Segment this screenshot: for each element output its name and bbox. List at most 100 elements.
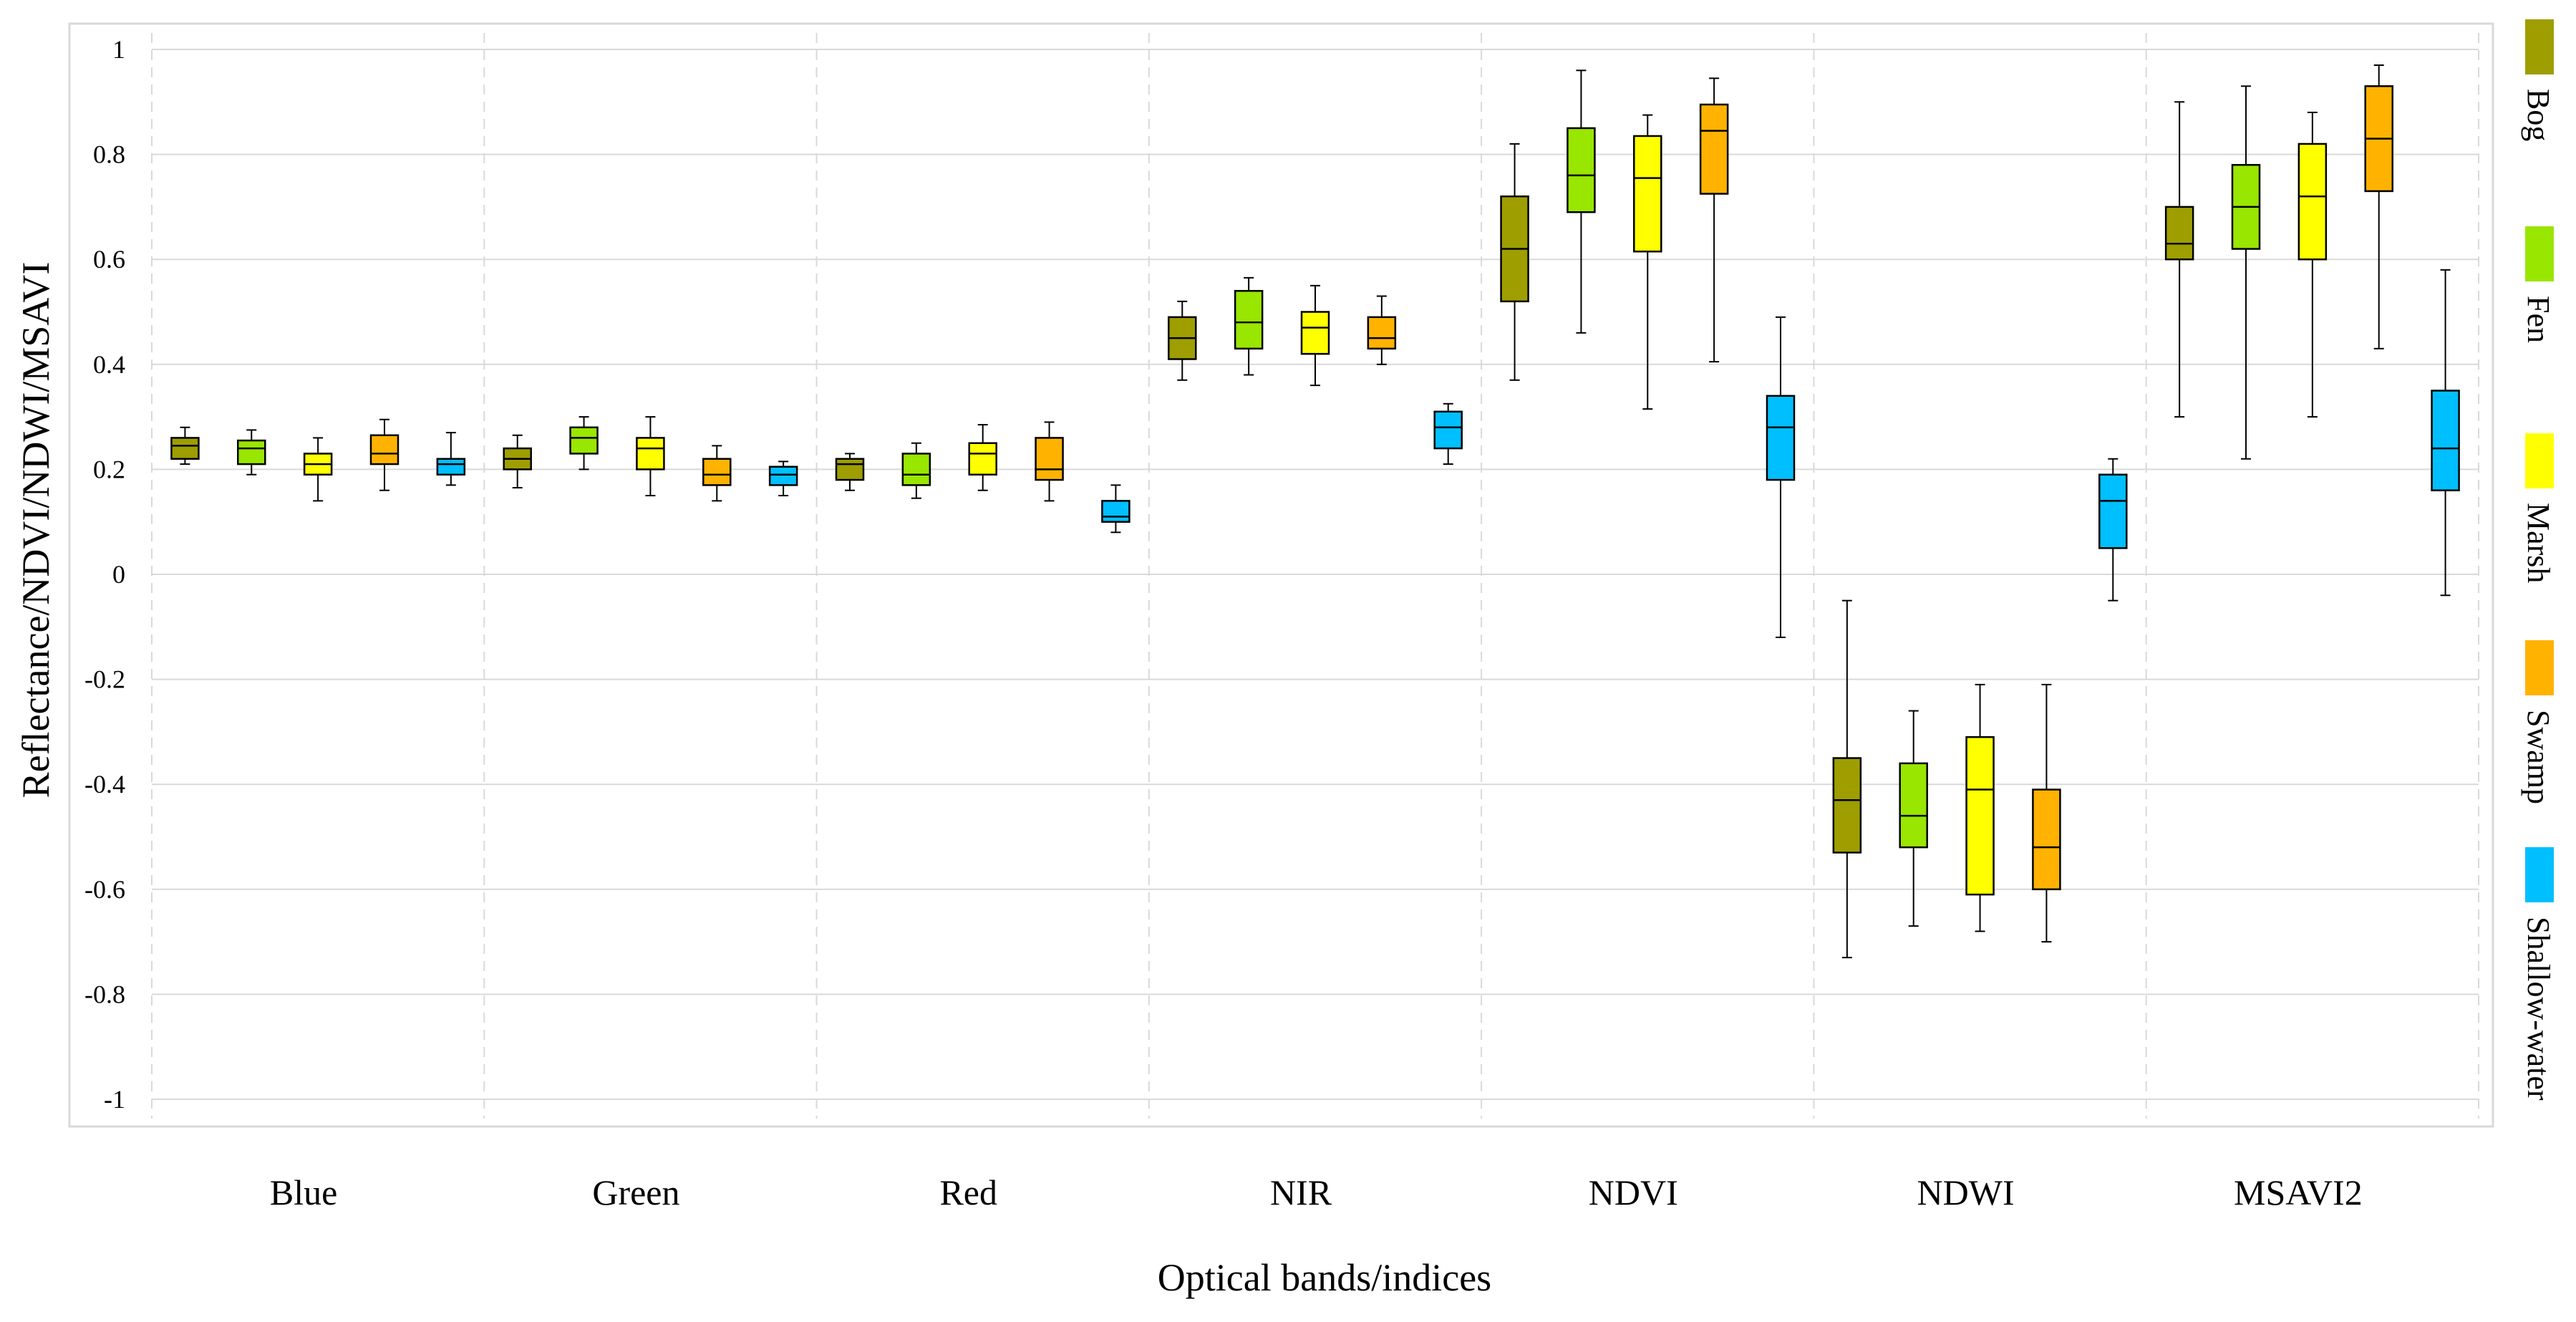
box-iqr: [768, 465, 798, 486]
box-marsh-blue: [303, 437, 333, 502]
box-swamp-blue: [369, 418, 400, 491]
box-iqr: [1965, 735, 1995, 896]
box-bog-green: [503, 434, 532, 489]
box-shallow-water-ndwi: [2098, 458, 2128, 602]
box-iqr: [1035, 437, 1064, 481]
x-category-label: Blue: [270, 1172, 337, 1212]
box-iqr: [968, 442, 997, 476]
x-category-label: NDVI: [1589, 1172, 1678, 1212]
legend-item-swamp: Swamp: [2521, 640, 2556, 804]
box-shallow-water-blue: [436, 432, 466, 486]
box-iqr: [1899, 762, 1928, 849]
x-axis-title: Optical bands/indices: [1158, 1256, 1491, 1299]
y-tick-label: -0.6: [84, 875, 125, 904]
legend-swatch: [2525, 847, 2554, 902]
box-iqr: [2297, 143, 2328, 261]
box-iqr: [369, 434, 400, 465]
box-bog-ndwi: [1832, 599, 1862, 959]
x-axis-categories: Blue Green Red NIR NDVI NDWI MSAVI2: [270, 1172, 2363, 1212]
legend-swatch: [2525, 640, 2554, 695]
x-category-label: Red: [939, 1172, 997, 1212]
box-bog-ndvi: [1500, 143, 1529, 381]
y-tick-label: -0.4: [84, 770, 125, 798]
box-iqr: [1367, 316, 1397, 350]
x-category-label: NIR: [1270, 1172, 1332, 1212]
y-tick-label: 0: [112, 560, 125, 589]
box-bog-blue: [170, 426, 200, 465]
box-iqr: [702, 458, 732, 486]
box-marsh-green: [636, 416, 665, 497]
y-tick-label: -0.2: [84, 665, 125, 694]
box-shallow-water-msavi2: [2431, 269, 2460, 597]
box-swamp-msavi2: [2364, 64, 2393, 349]
legend-item-fen: Fen: [2521, 226, 2556, 343]
box-iqr: [1300, 311, 1330, 355]
box-iqr: [2098, 473, 2128, 549]
y-tick-label: -0.8: [84, 980, 125, 1008]
y-axis-title: Reflectance/NDVI/NDWI/MSAVI: [14, 262, 57, 798]
x-category-label: Green: [592, 1172, 679, 1212]
box-bog-msavi2: [2164, 101, 2194, 418]
box-iqr: [1832, 757, 1862, 854]
legend-swatch: [2525, 19, 2554, 74]
box-fen-ndwi: [1899, 710, 1928, 927]
box-bog-nir: [1168, 300, 1197, 381]
box-marsh-red: [968, 424, 997, 491]
legend-label: Swamp: [2521, 710, 2556, 804]
box-iqr: [1234, 289, 1264, 350]
legend-label: Shallow-water: [2521, 917, 2556, 1101]
y-tick-label: 0.4: [93, 350, 125, 379]
box-marsh-ndvi: [1633, 114, 1662, 410]
box-marsh-ndwi: [1965, 683, 1995, 932]
legend-label: Fen: [2521, 296, 2556, 343]
box-fen-blue: [237, 429, 266, 476]
box-iqr: [170, 437, 200, 460]
x-category-label: NDWI: [1917, 1172, 2015, 1212]
y-axis-ticks: 1 0.8 0.6 0.4 0.2 0 -0.2 -0.4 -0.6 -0.8 -1: [84, 35, 125, 1114]
legend-label: Bog: [2521, 89, 2556, 141]
box-iqr: [237, 439, 266, 465]
legend-item-bog: Bog: [2521, 19, 2556, 141]
box-shallow-water-green: [768, 460, 798, 497]
y-tick-label: 0.8: [93, 140, 125, 169]
y-tick-label: 0.6: [93, 245, 125, 274]
box-fen-green: [569, 416, 599, 471]
y-tick-label: 1: [112, 35, 125, 64]
box-iqr: [2032, 788, 2061, 891]
box-fen-ndvi: [1567, 69, 1596, 334]
box-swamp-green: [702, 445, 732, 502]
box-marsh-nir: [1300, 284, 1330, 387]
legend-label: Marsh: [2521, 503, 2556, 583]
box-iqr: [1433, 410, 1463, 450]
box-swamp-ndvi: [1699, 77, 1729, 363]
y-tick-label: -1: [104, 1085, 125, 1114]
box-fen-nir: [1234, 276, 1264, 376]
box-swamp-red: [1035, 421, 1064, 502]
legend-item-marsh: Marsh: [2521, 433, 2556, 583]
box-iqr: [636, 437, 665, 471]
x-category-label: MSAVI2: [2234, 1172, 2363, 1212]
box-iqr: [2431, 390, 2460, 491]
box-iqr: [901, 453, 931, 486]
box-fen-red: [901, 442, 931, 499]
box-series: [170, 64, 2460, 959]
legend-item-shallow-water: Shallow-water: [2521, 847, 2556, 1101]
box-iqr: [2164, 206, 2194, 261]
box-bog-red: [835, 453, 865, 491]
box-shallow-water-nir: [1433, 402, 1463, 465]
box-iqr: [1101, 500, 1130, 523]
box-shallow-water-red: [1101, 484, 1130, 534]
box-iqr: [835, 458, 865, 481]
box-iqr: [1633, 135, 1662, 253]
box-swamp-nir: [1367, 295, 1397, 365]
box-iqr: [1766, 395, 1796, 481]
box-iqr: [436, 458, 466, 476]
box-iqr: [1567, 127, 1596, 213]
box-swamp-ndwi: [2032, 683, 2061, 943]
legend-swatch: [2525, 433, 2554, 488]
box-fen-msavi2: [2231, 85, 2261, 460]
box-marsh-msavi2: [2297, 111, 2328, 418]
box-iqr: [1699, 103, 1729, 195]
box-shallow-water-ndvi: [1766, 316, 1796, 638]
